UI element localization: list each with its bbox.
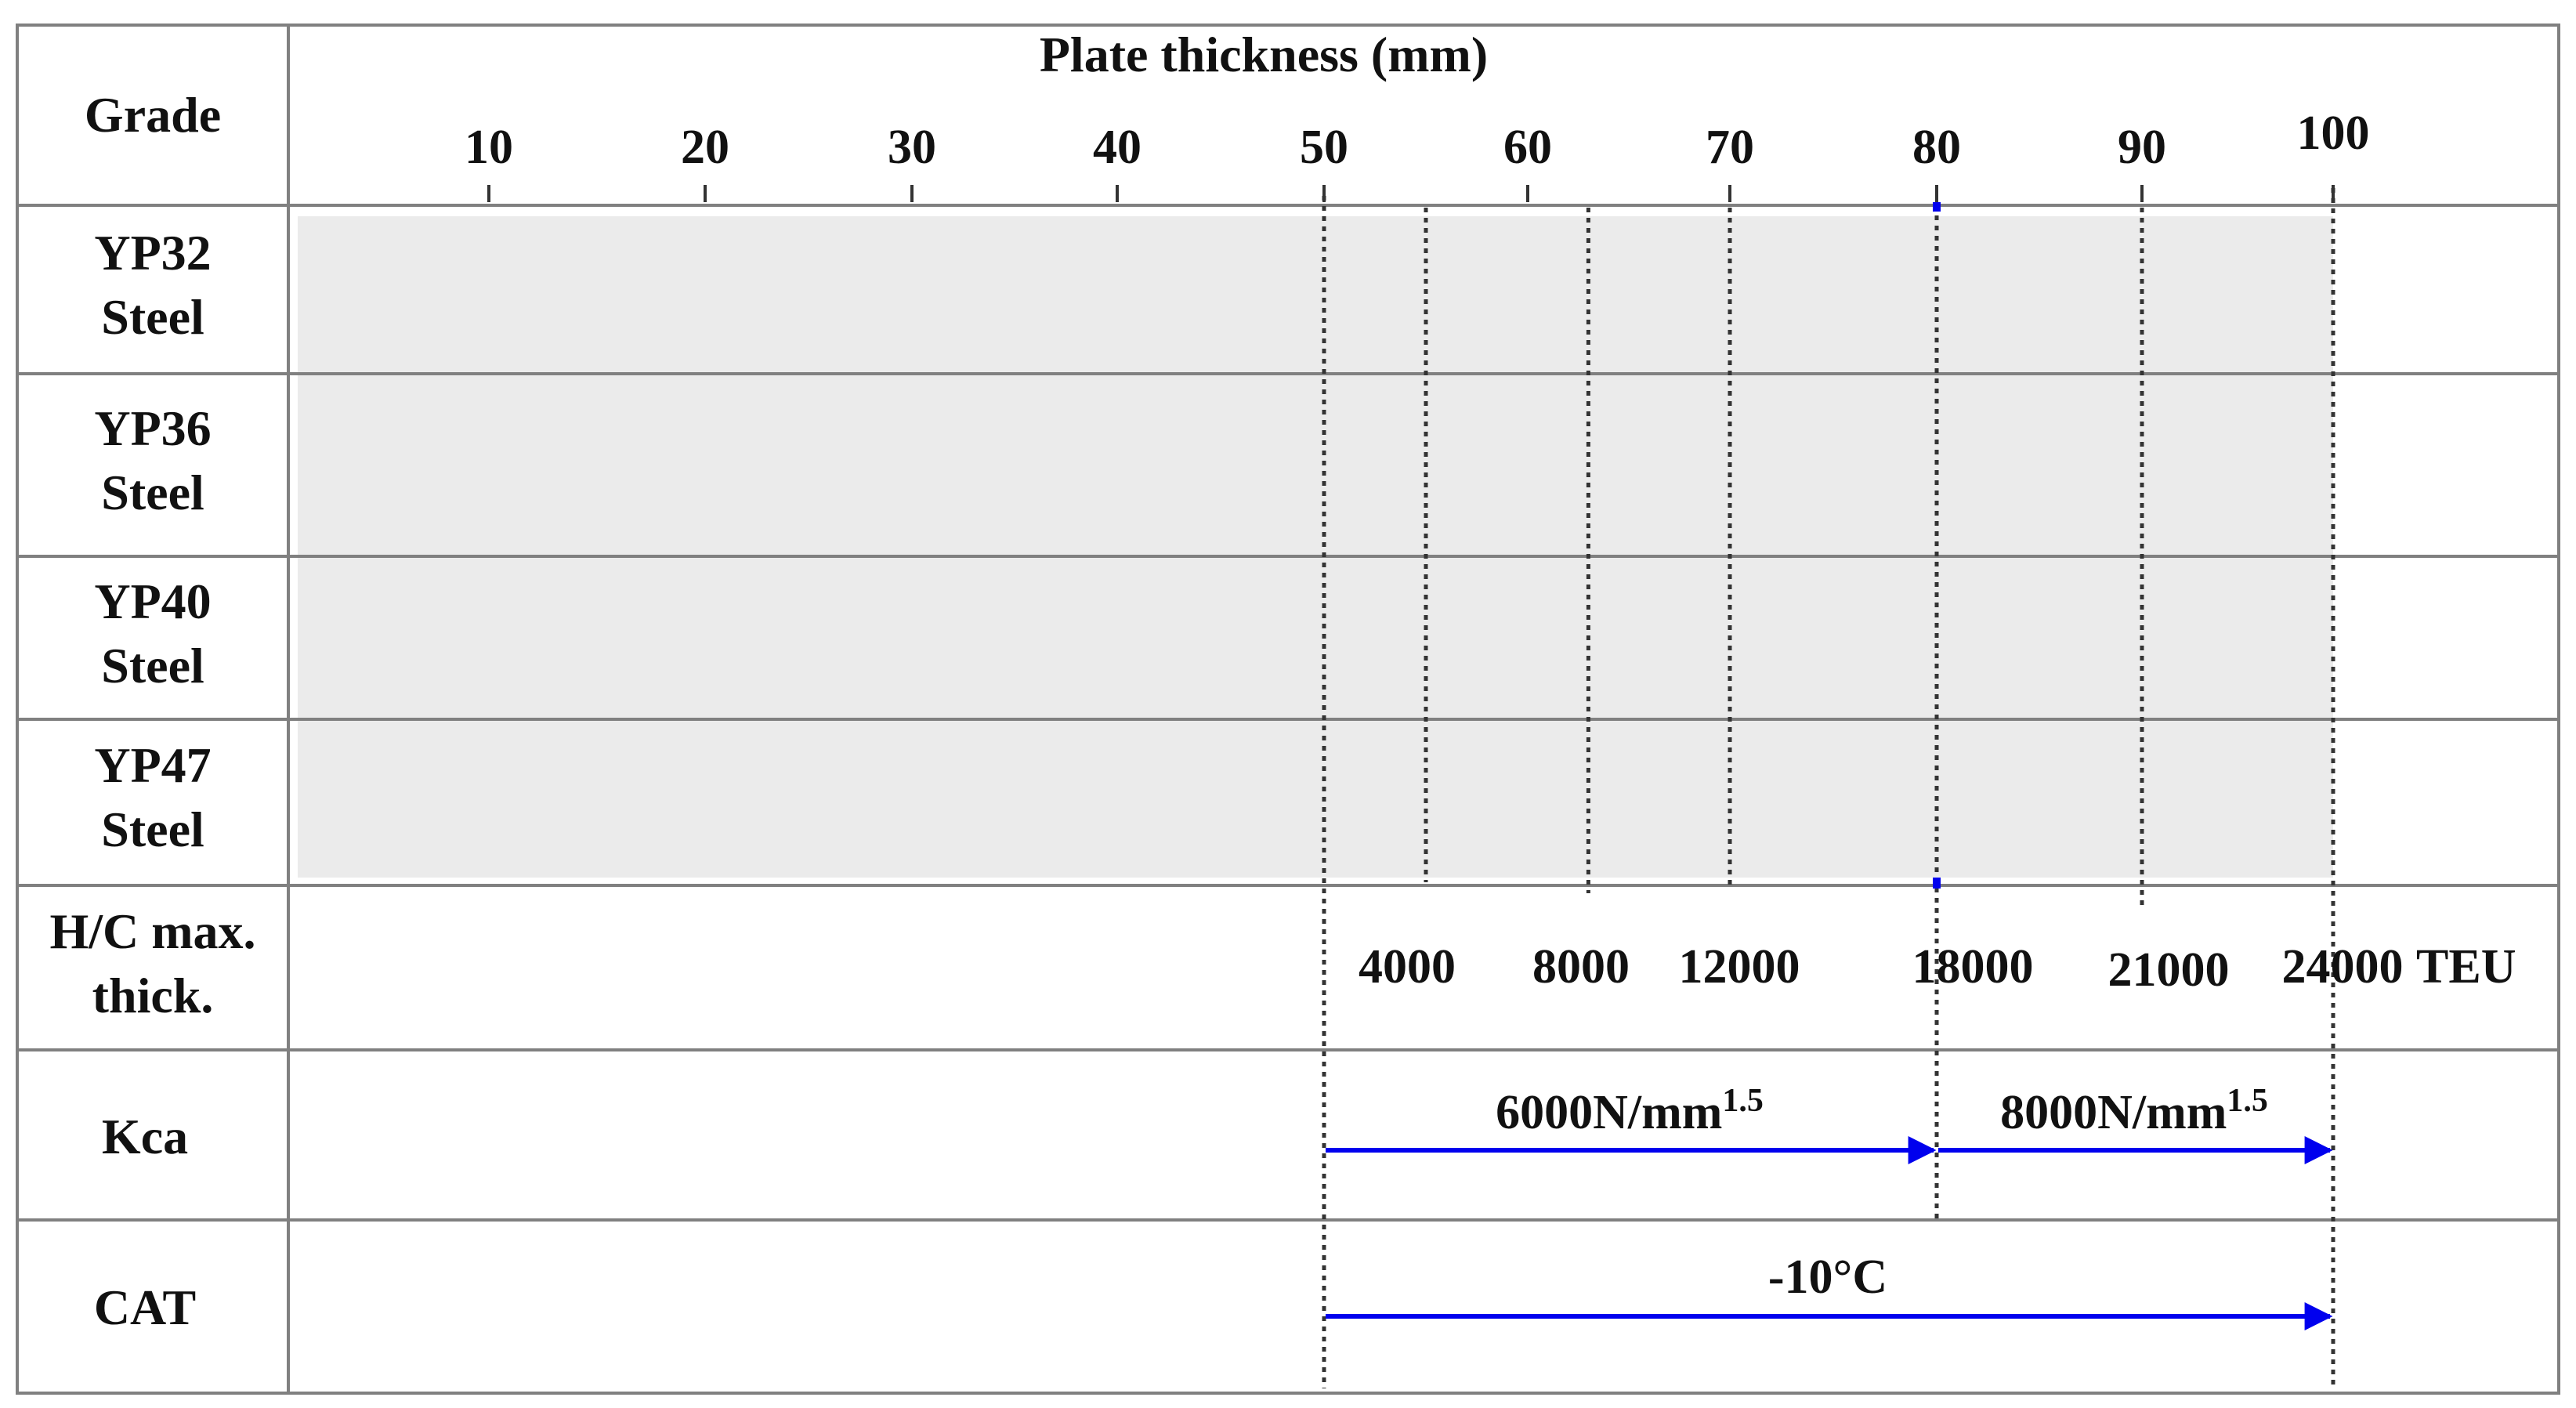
- blue-marker: [1933, 878, 1941, 889]
- row-label-line2: Steel: [101, 465, 204, 520]
- row-label: Kca: [102, 1109, 188, 1164]
- plate-thickness-title: Plate thickness (mm): [1040, 27, 1488, 82]
- kca-label-exponent: 1.5: [2227, 1083, 2268, 1119]
- kca-label-base: 6000N/mm: [1496, 1086, 1722, 1139]
- table-border: [16, 24, 2560, 1395]
- hc-max-thickness-markers: 4000 8000 12000 18000 21000 24000 TEU: [1359, 940, 2516, 997]
- grade-header: Grade: [85, 87, 221, 143]
- row-label-line1: YP36: [94, 400, 211, 456]
- cat-label: -10°C: [1768, 1251, 1887, 1304]
- tick-label: 60: [1503, 121, 1552, 174]
- kca-label-exponent: 1.5: [1722, 1083, 1764, 1119]
- row-label-line1: YP40: [94, 574, 211, 629]
- kca-label-base: 8000N/mm: [2000, 1086, 2227, 1139]
- blue-marker: [1933, 202, 1941, 212]
- tick-label: 70: [1706, 121, 1754, 174]
- tick-label: 40: [1093, 121, 1141, 174]
- teu-label: 24000: [2282, 940, 2404, 994]
- kca-label: 6000N/mm1.5: [1496, 1083, 1764, 1139]
- row-label-line2: Steel: [101, 638, 204, 693]
- row-label-line2: Steel: [101, 802, 204, 857]
- row-labels: YP32 Steel YP36 Steel YP40 Steel YP47 Steel H/C …: [49, 225, 255, 1335]
- row-label-line2: Steel: [101, 289, 204, 345]
- teu-label: 8000: [1532, 940, 1630, 994]
- teu-label: 4000: [1359, 940, 1456, 994]
- row-label-line1: YP47: [94, 737, 211, 793]
- teu-label: 18000: [1912, 940, 2034, 994]
- thickness-axis: 10 20 30 40 50 60 70 80 90 100: [465, 107, 2370, 202]
- row-label-line1: H/C max.: [49, 903, 255, 959]
- tick-label: 50: [1300, 121, 1348, 174]
- grade-shading: [288, 216, 2333, 878]
- tick-label: 30: [888, 121, 936, 174]
- kca-ranges: 6000N/mm1.5 8000N/mm1.5: [1326, 1083, 2333, 1164]
- grade-applicability-area: [298, 216, 2333, 878]
- reference-lines: [1322, 188, 2335, 1388]
- row-label-line1: YP32: [94, 225, 211, 281]
- tick-label: 10: [465, 121, 513, 174]
- row-label-line2: thick.: [92, 968, 214, 1023]
- cat-ranges: -10°C: [1326, 1251, 2333, 1330]
- tick-label: 90: [2118, 121, 2166, 174]
- tick-label: 80: [1912, 121, 1961, 174]
- teu-label: 12000: [1679, 940, 1800, 994]
- teu-label: 21000: [2108, 943, 2230, 997]
- tick-label: 20: [681, 121, 729, 174]
- teu-unit: TEU: [2416, 940, 2516, 994]
- kca-label: 8000N/mm1.5: [2000, 1083, 2268, 1139]
- tick-label: 100: [2297, 107, 2370, 160]
- row-label: CAT: [94, 1280, 196, 1335]
